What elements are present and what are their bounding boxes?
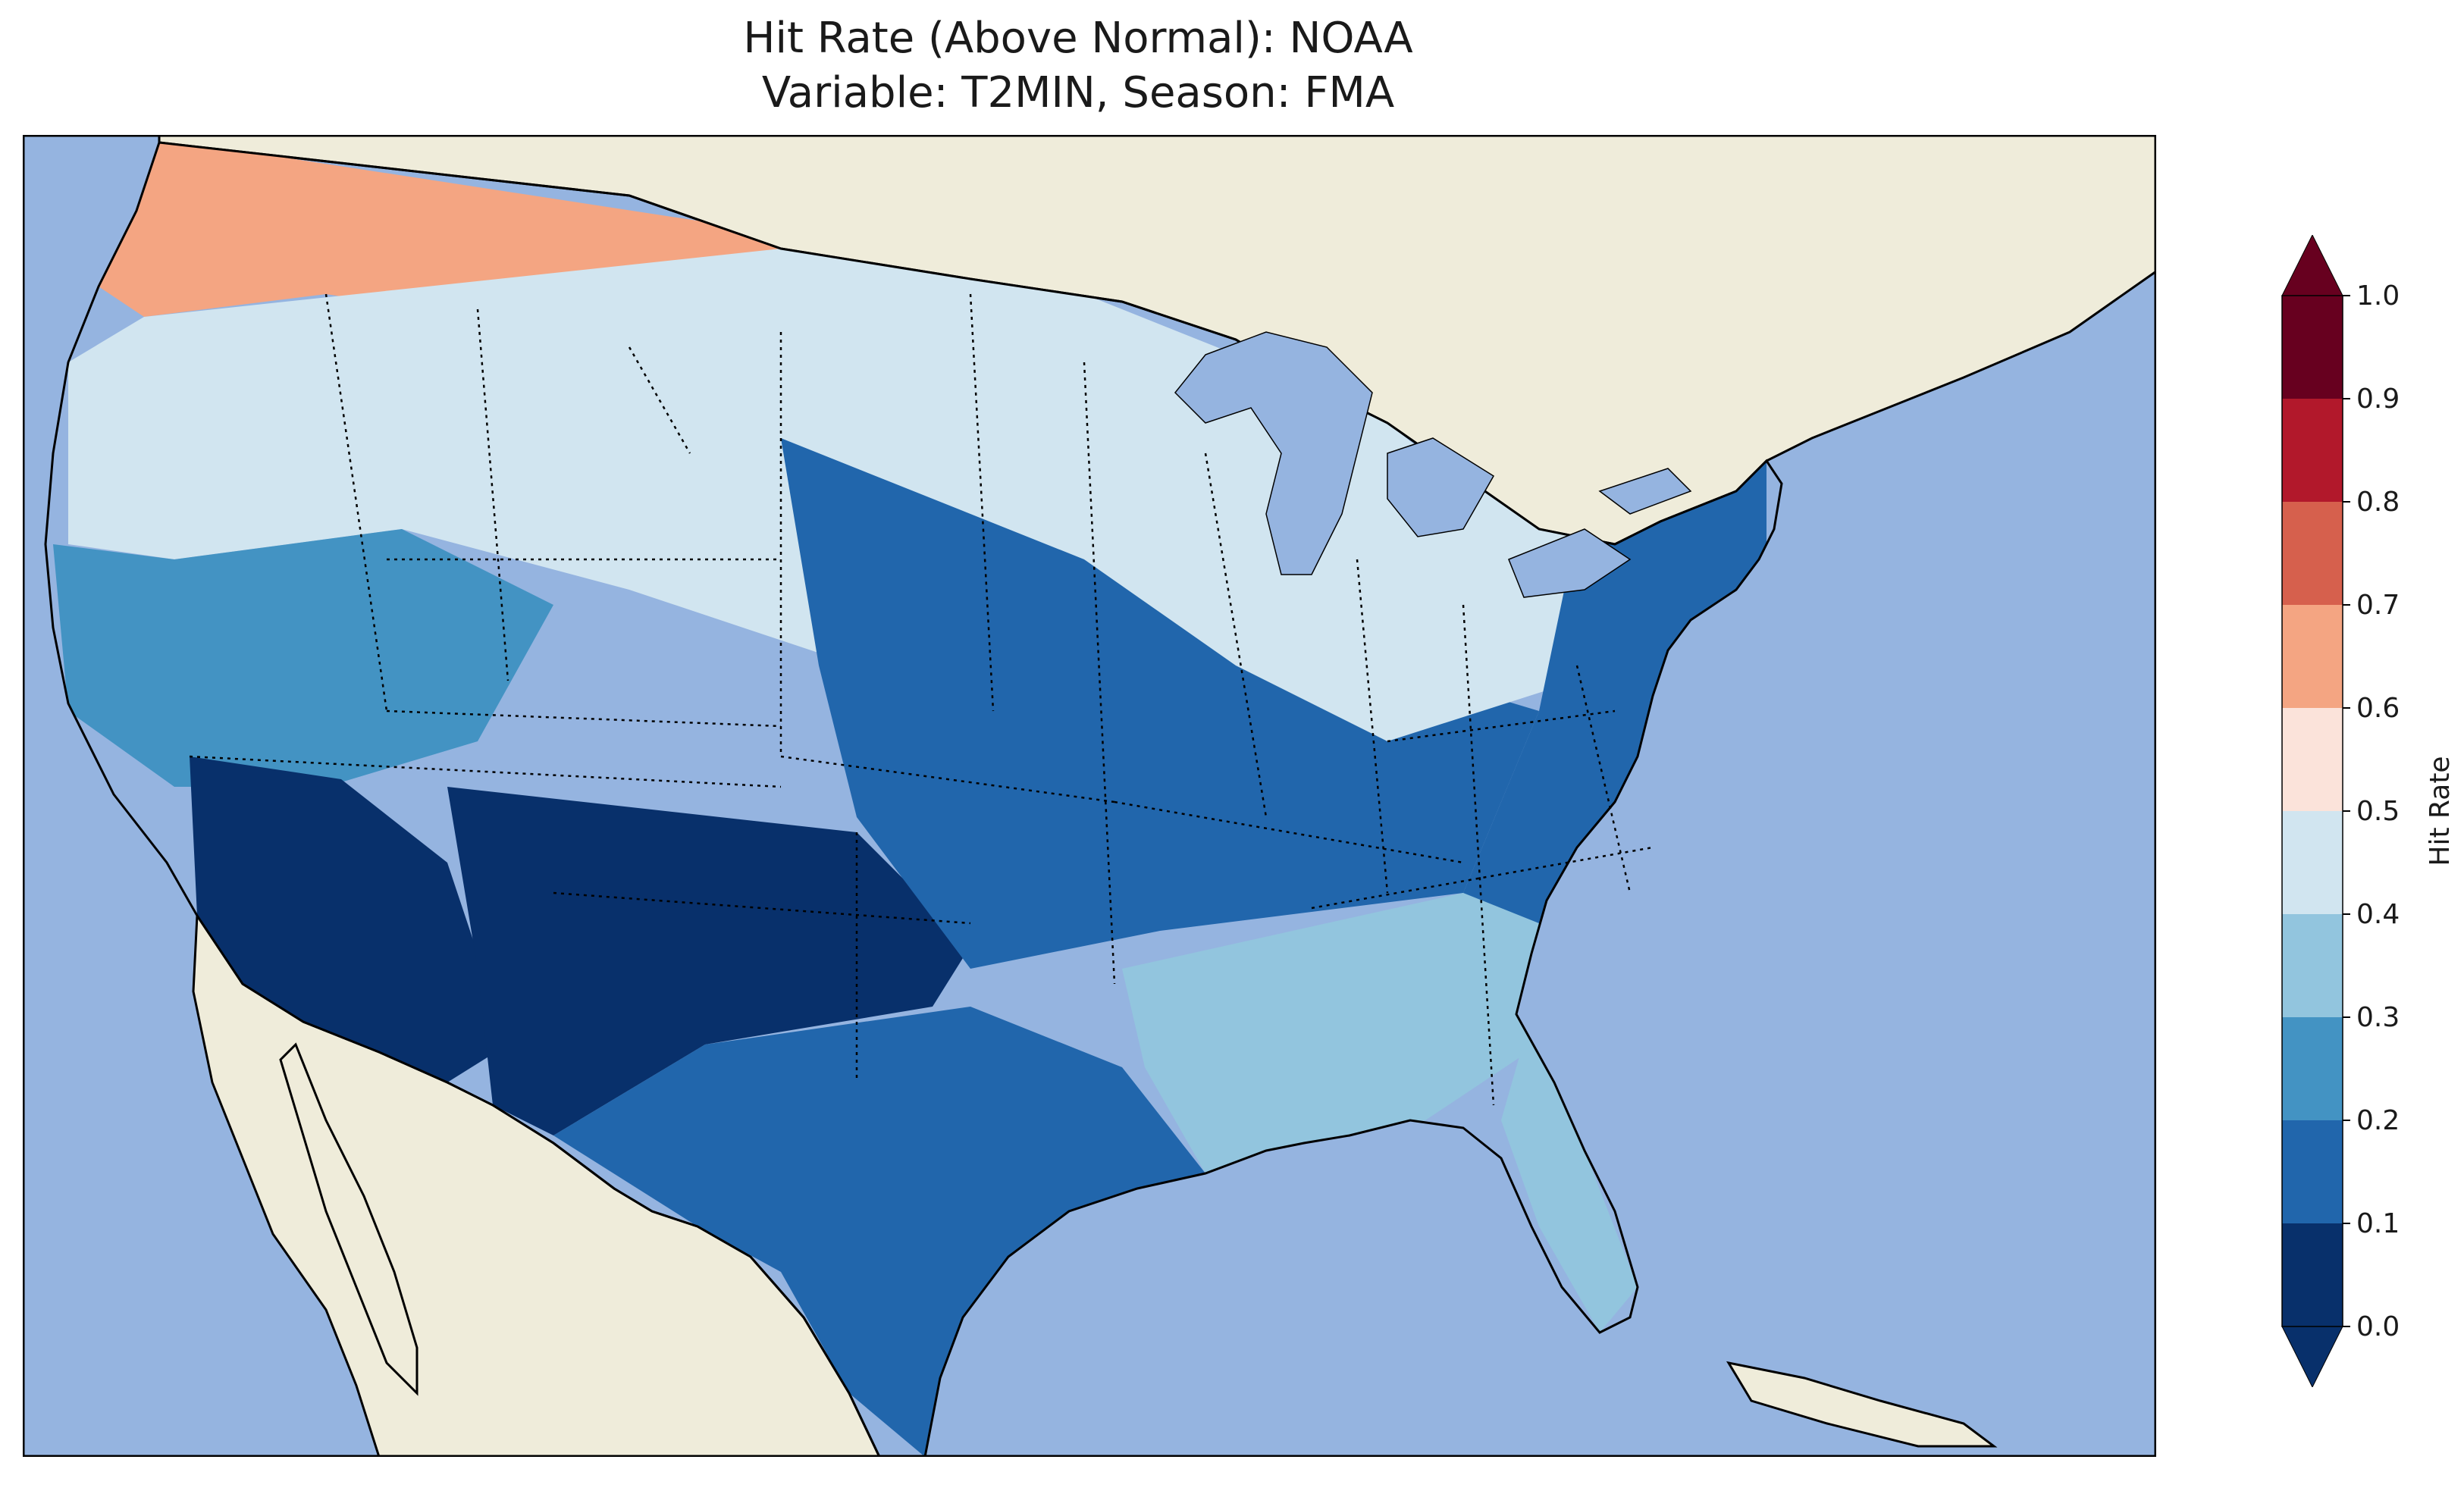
region-mid-atlantic-northeast [1463, 461, 1766, 938]
colorbar-tick-label: 1.0 [2356, 280, 2400, 312]
chart-title: Hit Rate (Above Normal): NOAA [743, 14, 1413, 63]
state-border-line [1083, 362, 1116, 985]
colorbar-tick-label: 0.5 [2356, 796, 2400, 827]
region-great-basin [53, 529, 553, 787]
colorbar-extend-over [2281, 235, 2343, 296]
map-panel [23, 135, 2156, 1457]
region-gulf-coast-southeast [1122, 893, 1615, 1173]
colorbar-bin [2282, 811, 2343, 914]
us-coastline [44, 141, 1783, 1457]
state-border-line [386, 709, 782, 728]
region-four-corners-southern-rockies [447, 787, 970, 1135]
colorbar-bin [2282, 605, 2343, 708]
colorbar-bin [2282, 708, 2343, 811]
colorbar-tick-label: 0.7 [2356, 590, 2400, 621]
colorbar-tick-label: 0.6 [2356, 693, 2400, 724]
colorbar-bin [2282, 296, 2343, 399]
colorbar-ticks: 0.0 0.1 0.2 0.3 0.4 0.5 0.6 0.7 0.8 0.9 1.0 [2343, 280, 2400, 1342]
state-border-line [969, 293, 995, 712]
colorbar-label: Hit Rate [2425, 756, 2456, 866]
region-texas [553, 1007, 1205, 1457]
colorbar-tick-label: 0.9 [2356, 384, 2400, 415]
colorbar-extend-under [2281, 1326, 2343, 1387]
colorbar-bin [2282, 1120, 2343, 1223]
colorbar-tick-label: 0.2 [2356, 1105, 2400, 1136]
state-border-line [628, 346, 691, 454]
colorbar-tick-label: 0.1 [2356, 1208, 2400, 1239]
colorbar-bin [2282, 1223, 2343, 1326]
state-border-line [780, 755, 1115, 803]
colorbar-tick-label: 0.8 [2356, 487, 2400, 518]
colorbar-tick-label: 0.4 [2356, 899, 2400, 930]
baja-peninsula [279, 1042, 419, 1396]
colorbar-bin [2282, 1017, 2343, 1120]
colorbar-bin [2282, 914, 2343, 1017]
great-lakes [1174, 331, 1692, 598]
region-florida [1501, 1014, 1638, 1333]
colorbar-bins [2281, 235, 2343, 1387]
state-border-line [1311, 846, 1654, 910]
colorbar-tick-label: 0.0 [2356, 1311, 2400, 1342]
state-borders [189, 293, 1654, 1106]
state-border-line [553, 891, 971, 925]
state-border-line [324, 293, 388, 712]
state-border-line [1387, 709, 1616, 743]
colorbar-bin [2282, 399, 2343, 502]
state-border-line [1462, 604, 1495, 1106]
state-border-line [1204, 453, 1268, 818]
state-border-line [1575, 665, 1632, 894]
state-border-line [1114, 800, 1464, 864]
state-border-line [189, 755, 782, 788]
region-desert-southwest [190, 756, 508, 1082]
map-frame [23, 135, 2156, 1457]
state-border-line [476, 309, 509, 681]
chart-subtitle: Variable: T2MIN, Season: FMA [761, 68, 1395, 117]
state-border-line [1356, 559, 1389, 894]
colorbar-tick-label: 0.3 [2356, 1002, 2400, 1033]
colorbar-bin [2282, 502, 2343, 605]
colorbar: 0.0 0.1 0.2 0.3 0.4 0.5 0.6 0.7 0.8 0.9 1.0 Hit Ra… [2281, 235, 2456, 1387]
cuba-landmass [1726, 1361, 1998, 1448]
region-central-plains [781, 438, 1539, 969]
